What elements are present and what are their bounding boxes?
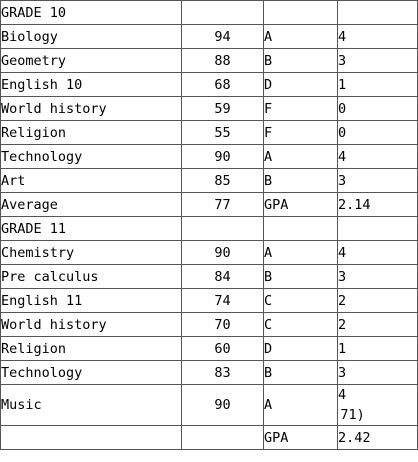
grade-points-cell: 1 xyxy=(337,336,418,361)
table-row: Biology 94 A 4 xyxy=(0,24,418,49)
gpa-value: 2.42 xyxy=(337,425,418,450)
subject-cell: Music xyxy=(0,384,182,426)
table-row: Chemistry 90 A 4 xyxy=(0,240,418,265)
grade-points-cell: 0 xyxy=(337,120,418,145)
subject-cell: Religion xyxy=(0,120,182,145)
score-cell: 90 xyxy=(181,144,264,169)
grade-points-cell: 4 (2.71) xyxy=(337,384,418,426)
score-cell: 59 xyxy=(181,96,264,121)
grade-points-cell: 1 xyxy=(337,72,418,97)
letter-grade-cell: B xyxy=(263,360,338,385)
subject-cell: Pre calculus xyxy=(0,264,182,289)
table-row: World history 59 F 0 xyxy=(0,96,418,121)
table-row: Pre calculus 84 B 3 xyxy=(0,264,418,289)
empty-cell xyxy=(181,0,264,25)
gpa-label: GPA xyxy=(263,192,338,217)
subject-cell: Geometry xyxy=(0,48,182,73)
table-row: Technology 83 B 3 xyxy=(0,360,418,385)
subject-cell: World history xyxy=(0,312,182,337)
empty-cell xyxy=(0,425,182,450)
score-cell: 55 xyxy=(181,120,264,145)
subject-cell: Religion xyxy=(0,336,182,361)
letter-grade-cell: C xyxy=(263,312,338,337)
grade-points-cell: 0 xyxy=(337,96,418,121)
grade-points-cell: 3 xyxy=(337,264,418,289)
grade-points-cell: 4 xyxy=(337,240,418,265)
letter-grade-cell: B xyxy=(263,168,338,193)
score-cell: 83 xyxy=(181,360,264,385)
average-label: Average xyxy=(0,192,182,217)
score-cell: 60 xyxy=(181,336,264,361)
empty-cell xyxy=(181,216,264,241)
letter-grade-cell: B xyxy=(263,48,338,73)
empty-cell xyxy=(337,0,418,25)
subject-cell: English 10 xyxy=(0,72,182,97)
grade-points-cell: 4 xyxy=(337,144,418,169)
letter-grade-cell: C xyxy=(263,288,338,313)
table-row: Religion 55 F 0 xyxy=(0,120,418,145)
grade-points-cell: 3 xyxy=(337,360,418,385)
empty-cell xyxy=(263,216,338,241)
score-cell: 74 xyxy=(181,288,264,313)
letter-grade-cell: B xyxy=(263,264,338,289)
empty-cell xyxy=(337,216,418,241)
score-cell: 88 xyxy=(181,48,264,73)
score-cell: 90 xyxy=(181,240,264,265)
subject-cell: Technology xyxy=(0,360,182,385)
letter-grade-cell: D xyxy=(263,72,338,97)
letter-grade-cell: A xyxy=(263,384,338,426)
subject-cell: Chemistry xyxy=(0,240,182,265)
subject-cell: Technology xyxy=(0,144,182,169)
letter-grade-cell: A xyxy=(263,24,338,49)
grade10-heading: GRADE 10 xyxy=(0,0,182,25)
grade11-heading: GRADE 11 xyxy=(0,216,182,241)
grade-points-cell: 2 xyxy=(337,288,418,313)
score-cell: 68 xyxy=(181,72,264,97)
table-row: Religion 60 D 1 xyxy=(0,336,418,361)
table-row: World history 70 C 2 xyxy=(0,312,418,337)
table-row: Technology 90 A 4 xyxy=(0,144,418,169)
letter-grade-cell: D xyxy=(263,336,338,361)
unweighted-gpa-note: (2.71) xyxy=(339,407,365,423)
table-row: English 11 74 C 2 xyxy=(0,288,418,313)
table-row: Geometry 88 B 3 xyxy=(0,48,418,73)
table-row: Art 85 B 3 xyxy=(0,168,418,193)
empty-cell xyxy=(263,0,338,25)
score-cell: 70 xyxy=(181,312,264,337)
subject-cell: Biology xyxy=(0,24,182,49)
subject-cell: English 11 xyxy=(0,288,182,313)
grade-points-cell: 2 xyxy=(337,312,418,337)
average-score: 77 xyxy=(181,192,264,217)
subject-cell: Art xyxy=(0,168,182,193)
grade11-gpa-row: GPA 2.42 xyxy=(0,425,418,450)
gpa-label: GPA xyxy=(263,425,338,450)
table-row: English 10 68 D 1 xyxy=(0,72,418,97)
grade-points-cell: 3 xyxy=(337,168,418,193)
empty-cell xyxy=(181,425,264,450)
score-cell: 90 xyxy=(181,384,264,426)
letter-grade-cell: F xyxy=(263,120,338,145)
grade10-heading-row: GRADE 10 xyxy=(0,0,418,25)
grade11-heading-row: GRADE 11 xyxy=(0,216,418,241)
grade-points-cell: 3 xyxy=(337,48,418,73)
score-cell: 84 xyxy=(181,264,264,289)
letter-grade-cell: A xyxy=(263,240,338,265)
grade-points-value: 4 xyxy=(338,387,347,403)
score-cell: 94 xyxy=(181,24,264,49)
grade-points-cell: 4 xyxy=(337,24,418,49)
letter-grade-cell: A xyxy=(263,144,338,169)
grade10-average-row: Average 77 GPA 2.14 xyxy=(0,192,418,217)
grades-table: GRADE 10 Biology 94 A 4 Geometry 88 B 3 … xyxy=(0,0,418,450)
subject-cell: World history xyxy=(0,96,182,121)
table-row-music: Music 90 A 4 (2.71) xyxy=(0,384,418,426)
score-cell: 85 xyxy=(181,168,264,193)
gpa-value: 2.14 xyxy=(337,192,418,217)
letter-grade-cell: F xyxy=(263,96,338,121)
